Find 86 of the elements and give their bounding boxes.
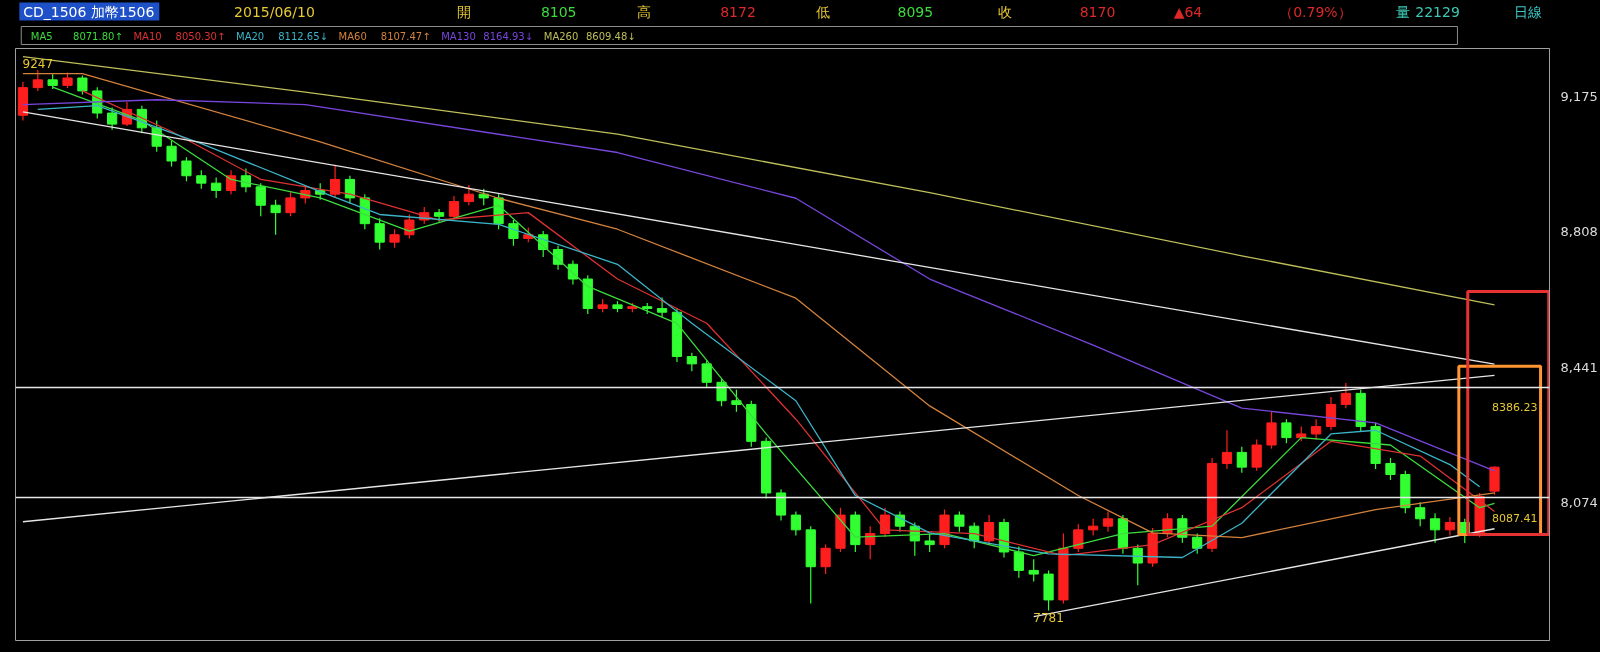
text: 8609.48↓ [585,30,636,42]
chart-title: CD_1506 加幣1506 [23,3,155,20]
candlestick [508,219,519,247]
text: 8172 [720,3,756,20]
candlestick [954,510,965,533]
text: MA10 [133,30,162,42]
text: 2015/06/10 [234,3,315,20]
candlestick [1102,510,1114,533]
candlestick [1281,418,1292,444]
candlestick [1415,501,1426,527]
candlestick [1073,523,1084,553]
text: 8095 [897,3,934,20]
annotation: 9247 [22,56,54,71]
candlestick [701,359,712,389]
candlestick [731,389,742,413]
candlestick [1013,545,1024,579]
candlestick [1192,532,1203,555]
text: MA60 [338,30,367,42]
candlestick [1311,418,1322,441]
ref-line-label: 8386.23 [1492,401,1538,415]
text: MA130 [441,30,476,42]
candlestick [1251,438,1262,472]
candlestick [211,177,222,199]
text: MA20 [236,30,265,42]
candlestick [1489,465,1500,496]
candlestick [820,544,831,575]
candlestick [686,352,697,372]
y-tick-label: 9,175 [1560,88,1598,104]
text: 量 [1396,3,1411,20]
candlestick [865,525,876,560]
candlestick [255,182,266,217]
candlestick [374,217,385,251]
text: 高 [636,3,651,20]
candlestick [1132,544,1143,586]
candlestick [1385,457,1396,481]
text: 8164.93↓ [483,30,534,42]
text: 22129 [1415,3,1460,20]
candlestick [32,69,43,92]
candlestick [1325,396,1337,431]
y-tick-label: 8,074 [1560,495,1598,511]
candlestick [879,507,891,538]
candlestick [716,378,727,407]
line-series [22,55,1496,306]
text: 低 [816,3,831,20]
candlestick [196,169,207,190]
text: 8050.30↑ [175,30,226,42]
candlestick [285,191,296,217]
text: MA260 [543,30,579,42]
candlestick [344,175,356,205]
candlestick [463,184,474,206]
annotation: 7781 [1033,610,1064,625]
text: ▲64 [1173,3,1203,20]
text: 8107.47↑ [380,30,431,42]
candlestick [1266,411,1277,450]
candlestick [389,228,400,249]
candlestick [77,74,88,96]
text: 開 [456,3,471,20]
text: 8112.65↓ [278,30,328,42]
candlestick [1429,512,1441,544]
candlestick [1444,516,1456,536]
candlestick [448,195,460,221]
y-tick-label: 8,808 [1560,224,1598,240]
candlestick [790,510,801,536]
candlestick [924,532,935,553]
candlestick [1028,558,1039,583]
text: 8071.80↑ [73,30,123,42]
candlestick [1221,429,1233,470]
candlestick [775,488,787,522]
text: （0.79%） [1279,3,1352,20]
candlestick [984,514,995,546]
candlestick [1340,382,1351,409]
candlestick [404,213,415,240]
candlestick [107,106,118,131]
candlestick [181,156,192,182]
candlestick [1236,446,1247,474]
ref-line-label: 8087.41 [1492,511,1538,525]
text: MA5 [30,30,53,42]
candlestick [329,164,341,199]
candlestick [656,296,668,319]
candlestick [166,140,177,168]
text: 收 [998,3,1013,20]
y-tick-label: 8,441 [1560,359,1598,375]
candlestick [270,199,281,236]
text: 8170 [1079,3,1116,20]
text: 8105 [540,3,577,20]
text: 日線 [1514,3,1543,20]
